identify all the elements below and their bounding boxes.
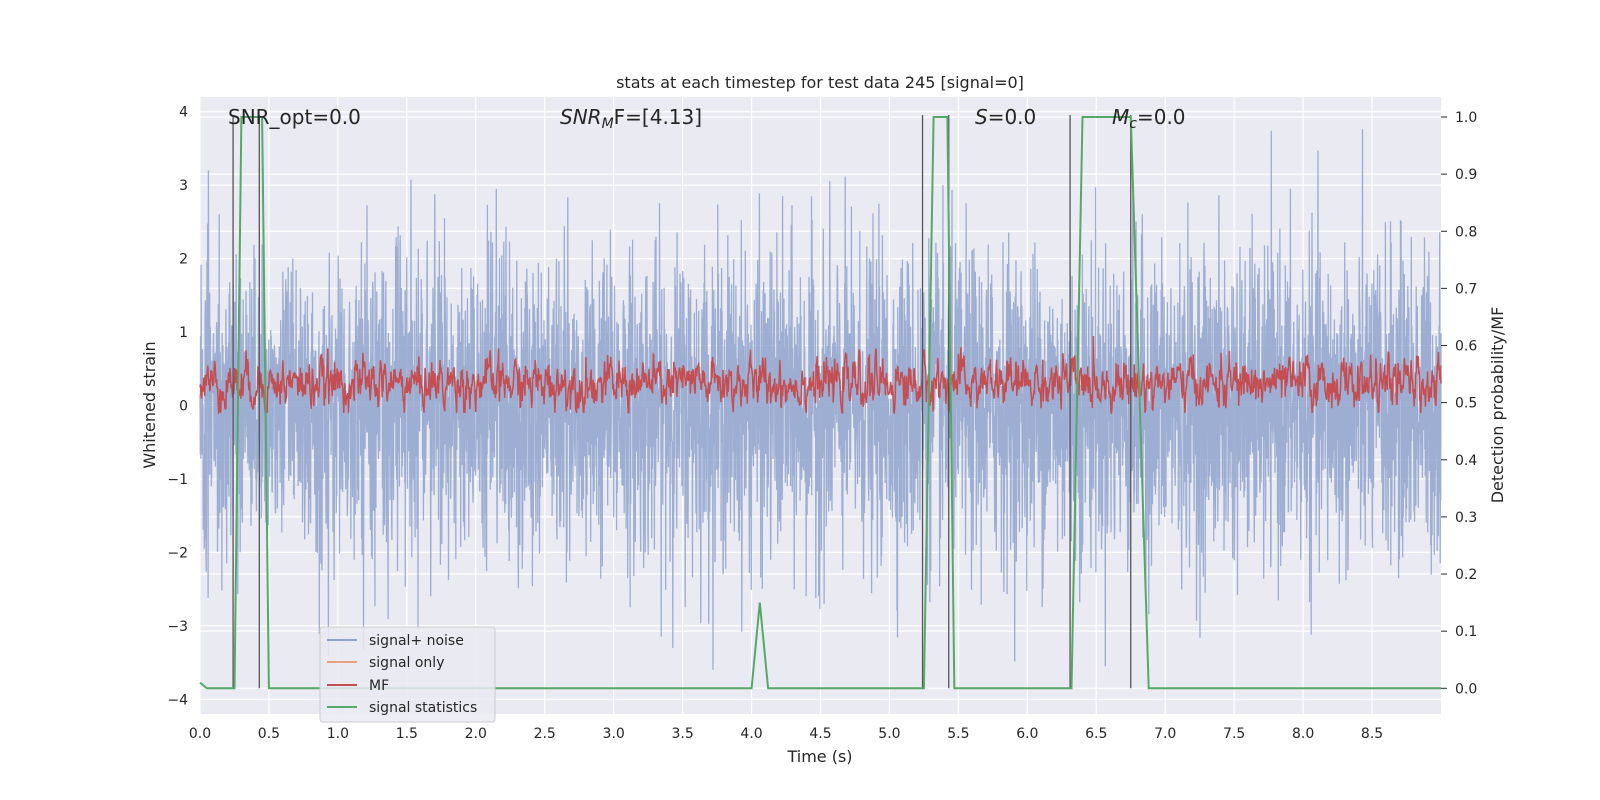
annotation-s-rest: =0.0 bbox=[988, 105, 1037, 129]
x-tick-label: 8.5 bbox=[1361, 726, 1383, 742]
x-tick-label: 7.5 bbox=[1223, 726, 1245, 742]
mf-line bbox=[199, 335, 1442, 415]
y-ticks-right: 0.0 0.1 0.2 0.3 0.4 0.5 0.6 0.7 0.8 0.9 1.0 bbox=[1441, 110, 1477, 697]
x-axis-label: Time (s) bbox=[786, 747, 852, 766]
x-tick-label: 3.0 bbox=[603, 726, 625, 742]
x-tick-label: 7.0 bbox=[1154, 726, 1176, 742]
x-tick-label: 8.0 bbox=[1292, 726, 1314, 742]
annotation-s-base: S bbox=[975, 105, 988, 129]
y-tick-label-right: 0.2 bbox=[1455, 567, 1477, 583]
signal-statistics-series bbox=[199, 116, 1441, 690]
signal-noise-line bbox=[199, 129, 1442, 670]
y-tick-label-left: −3 bbox=[167, 619, 188, 635]
y-tick-label-left: 1 bbox=[179, 325, 188, 341]
y-tick-label-right: 0.9 bbox=[1455, 167, 1477, 183]
y-tick-label-left: 4 bbox=[179, 105, 188, 121]
legend: signal+ noise signal only MF signal stat… bbox=[319, 626, 496, 723]
y-tick-label-right: 0.3 bbox=[1455, 510, 1477, 526]
y-tick-label-right: 0.5 bbox=[1455, 396, 1477, 412]
y-tick-label-left: −2 bbox=[167, 545, 188, 561]
annotation-snr-mf-base: SNR bbox=[560, 105, 602, 129]
y-tick-label-right: 0.7 bbox=[1455, 281, 1477, 297]
legend-label-signal-only: signal only bbox=[369, 655, 444, 671]
y-tick-label-right: 0.0 bbox=[1455, 681, 1477, 697]
y-tick-label-left: 0 bbox=[179, 399, 188, 415]
vertical-markers bbox=[232, 114, 1132, 689]
y-tick-label-left: 2 bbox=[179, 252, 188, 268]
x-ticks: 0.0 0.5 1.0 1.5 2.0 2.5 3.0 3.5 4.0 4.5 5.0 5.5 6.0 6… bbox=[189, 726, 1383, 742]
annotation-snr-mf-rest: F=[4.13] bbox=[614, 105, 702, 129]
x-tick-label: 2.5 bbox=[534, 726, 556, 742]
legend-label-signal-noise: signal+ noise bbox=[369, 633, 464, 649]
annotation-s: S=0.0 bbox=[975, 105, 1036, 129]
x-tick-label: 0.0 bbox=[189, 726, 211, 742]
y-tick-label-left: −1 bbox=[167, 472, 188, 488]
annotation-mc: Mc=0.0 bbox=[1112, 105, 1186, 132]
y-axis-label-left: Whitened strain bbox=[140, 341, 159, 468]
y-ticks-left: −4 −3 −2 −1 0 1 2 3 4 bbox=[167, 105, 188, 709]
annotation-snr-mf: SNRMF=[4.13] bbox=[560, 105, 702, 132]
x-tick-label: 0.5 bbox=[258, 726, 280, 742]
legend-label-mf: MF bbox=[369, 678, 389, 694]
annotation-mc-sub: c bbox=[1129, 116, 1137, 132]
legend-label-signal-statistics: signal statistics bbox=[369, 700, 477, 716]
y-tick-label-right: 0.8 bbox=[1455, 224, 1477, 240]
x-tick-label: 2.0 bbox=[465, 726, 487, 742]
x-tick-label: 4.5 bbox=[809, 726, 831, 742]
chart-title: stats at each timestep for test data 245… bbox=[616, 73, 1024, 92]
x-tick-label: 4.0 bbox=[740, 726, 762, 742]
y-tick-label-right: 0.1 bbox=[1455, 624, 1477, 640]
x-tick-label: 1.0 bbox=[327, 726, 349, 742]
annotation-mc-base: M bbox=[1112, 105, 1129, 129]
signal-noise-series bbox=[199, 129, 1442, 670]
annotation-snr-opt: SNR_opt=0.0 bbox=[228, 105, 361, 129]
y-axis-label-right: Detection probability/MF bbox=[1488, 307, 1507, 504]
x-tick-label: 6.5 bbox=[1085, 726, 1107, 742]
annotation-snr-mf-sub: M bbox=[602, 116, 614, 132]
legend-box bbox=[319, 626, 496, 723]
annotation-mc-rest: =0.0 bbox=[1137, 105, 1186, 129]
signal-statistics-line bbox=[199, 116, 1441, 690]
y-tick-label-left: 3 bbox=[179, 178, 188, 194]
y-tick-label-right: 0.6 bbox=[1455, 339, 1477, 355]
x-tick-label: 6.0 bbox=[1016, 726, 1038, 742]
x-tick-label: 5.0 bbox=[878, 726, 900, 742]
y-tick-label-right: 0.4 bbox=[1455, 453, 1477, 469]
y-tick-label-left: −4 bbox=[167, 692, 188, 708]
x-tick-label: 1.5 bbox=[396, 726, 418, 742]
x-tick-label: 5.5 bbox=[947, 726, 969, 742]
x-tick-label: 3.5 bbox=[671, 726, 693, 742]
y-tick-label-right: 1.0 bbox=[1455, 110, 1477, 126]
mf-series bbox=[199, 335, 1442, 415]
